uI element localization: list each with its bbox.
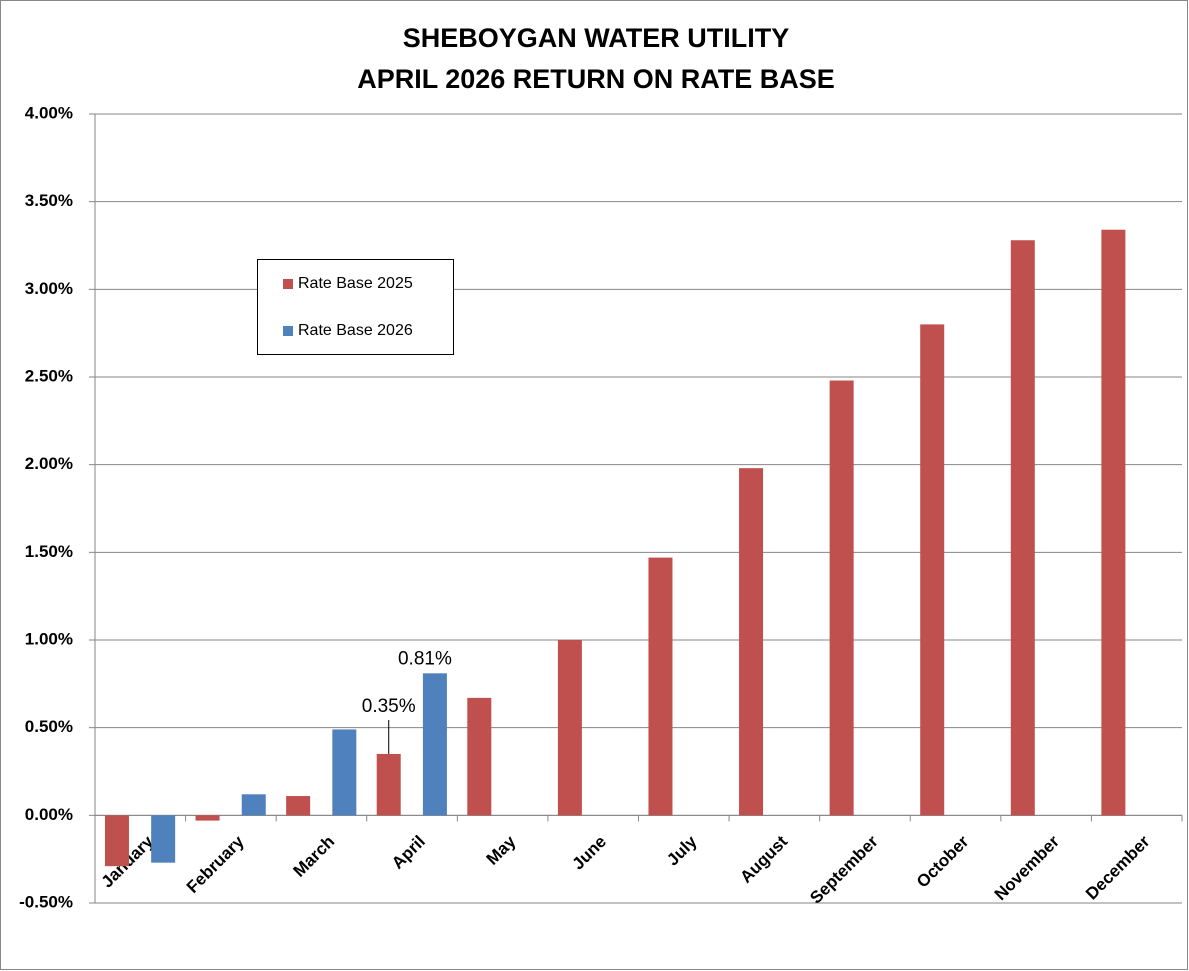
legend-label: Rate Base 2025 [298,275,413,292]
y-tick-label: -0.50% [19,892,73,911]
legend-box [257,259,454,355]
data-label: 0.35% [362,696,416,717]
bar [1010,240,1035,816]
bar [195,815,220,821]
legend-swatch [283,326,293,336]
bar [1101,229,1126,816]
bar [104,815,129,867]
y-tick-label: 4.00% [25,103,73,122]
bar [648,557,673,816]
y-tick-label: 0.00% [25,805,73,824]
bar [467,697,492,816]
bar [286,796,311,816]
bar [376,753,401,816]
bar [739,468,764,816]
bar [557,640,582,816]
bar [920,324,945,816]
y-tick-label: 2.50% [25,366,73,385]
bar [422,673,447,816]
chart-title: APRIL 2026 RETURN ON RATE BASE [357,64,835,94]
y-tick-label: 1.50% [25,542,73,561]
bar [829,380,854,816]
data-label: 0.81% [398,648,452,669]
y-tick-label: 1.00% [25,629,73,648]
legend-swatch [283,279,293,289]
y-tick-label: 2.00% [25,454,73,473]
chart-title: SHEBOYGAN WATER UTILITY [403,23,790,53]
bar [241,794,266,816]
y-tick-label: 3.00% [25,279,73,298]
y-tick-label: 3.50% [25,191,73,210]
y-tick-label: 0.50% [25,717,73,736]
bar [151,815,176,863]
legend-label: Rate Base 2026 [298,322,413,339]
bar [332,729,357,816]
